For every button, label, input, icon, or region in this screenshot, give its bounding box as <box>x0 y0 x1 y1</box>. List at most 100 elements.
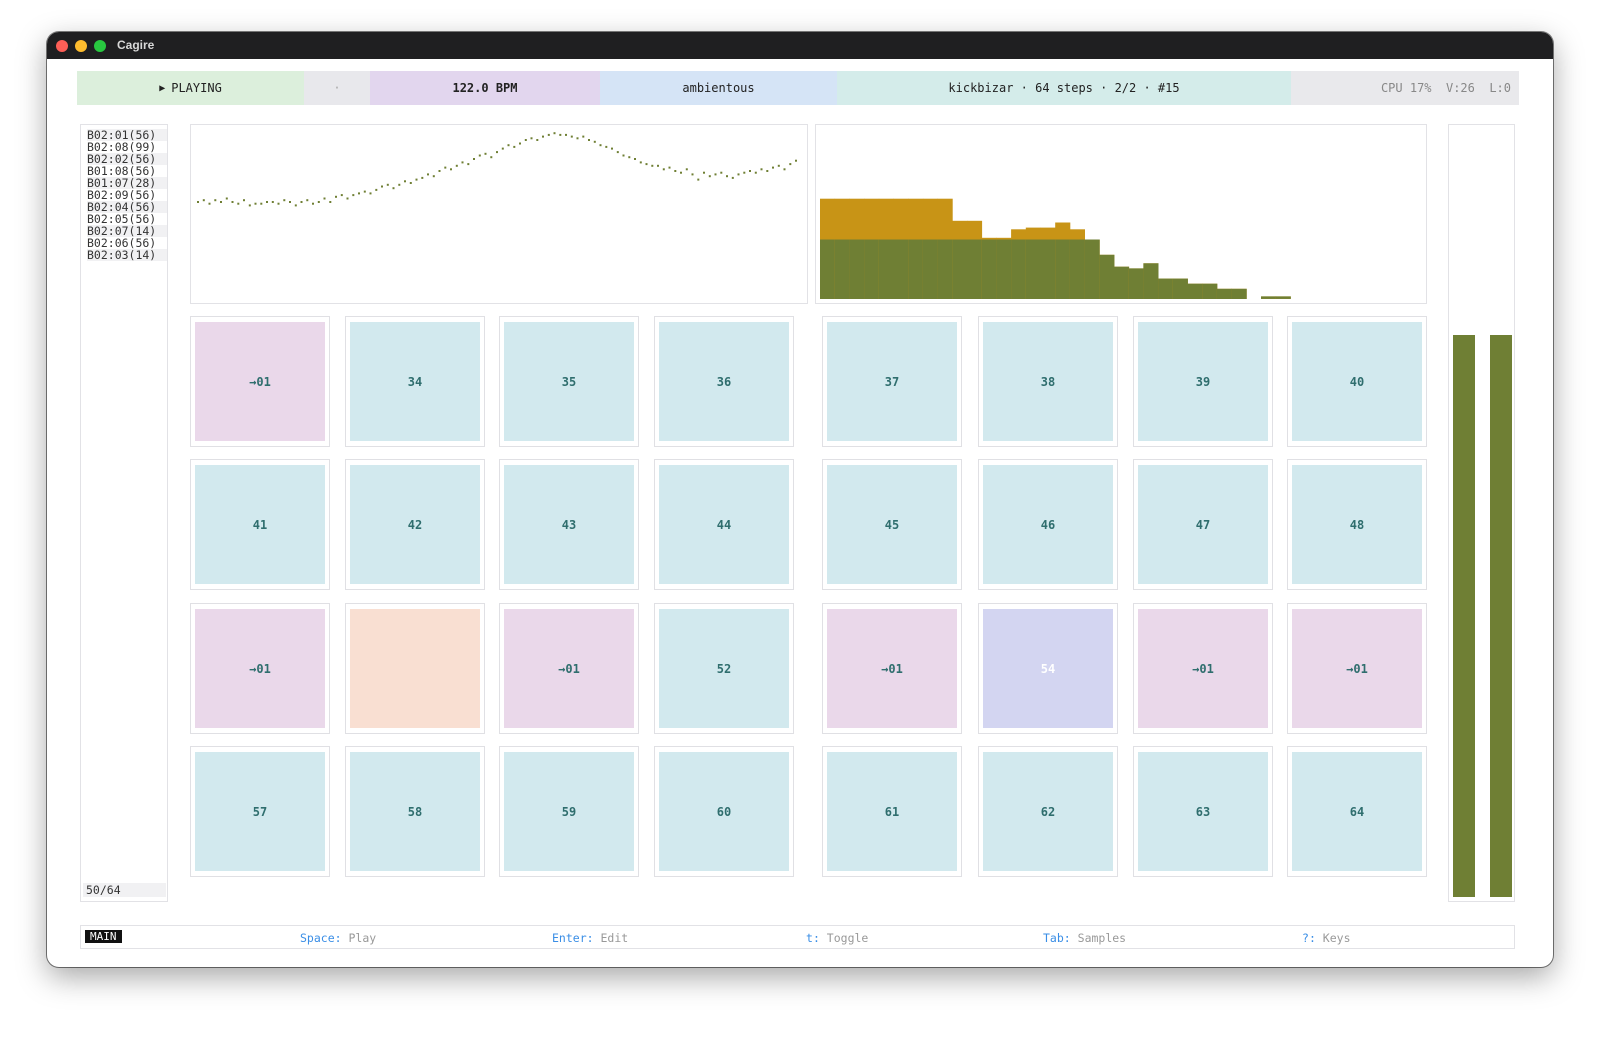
scope-point <box>289 201 291 203</box>
step-label: 44 <box>659 465 789 584</box>
step-cell[interactable]: 59 <box>499 746 639 877</box>
step-cell[interactable]: 61 <box>822 746 962 877</box>
step-label: 41 <box>195 465 325 584</box>
scope-point <box>536 139 539 141</box>
step-label: 54 <box>983 609 1113 728</box>
step-cell[interactable]: 39 <box>1133 316 1273 447</box>
transport-status-label: PLAYING <box>171 81 222 95</box>
spectrum-rms-bar <box>1114 266 1130 299</box>
step-cell[interactable]: 35 <box>499 316 639 447</box>
queue-item: B02:01(56) <box>87 129 167 141</box>
step-cell[interactable]: →01 <box>190 316 330 447</box>
scope-point <box>340 194 343 197</box>
scope-point <box>524 139 527 141</box>
project-name: ambientous <box>600 71 837 105</box>
step-label: 63 <box>1138 752 1268 871</box>
step-cell[interactable]: →01 <box>190 603 330 734</box>
step-cell[interactable]: 45 <box>822 459 962 590</box>
step-cell[interactable]: 41 <box>190 459 330 590</box>
scope-point <box>708 175 711 178</box>
step-cell[interactable]: 43 <box>499 459 639 590</box>
spectrum-rms-bar <box>952 239 968 299</box>
transport-status[interactable]: ▶ PLAYING <box>77 71 304 105</box>
scope-point <box>789 163 792 166</box>
scope-point <box>772 166 774 169</box>
step-cell[interactable]: 46 <box>978 459 1118 590</box>
scope-point <box>271 201 274 203</box>
scope-point <box>760 168 763 171</box>
scope-point <box>490 156 493 159</box>
spectrum-rms-bar <box>908 239 924 299</box>
step-cell[interactable]: 52 <box>654 603 794 734</box>
scope-point <box>237 202 240 205</box>
step-cell[interactable]: →01 <box>822 603 962 734</box>
scope-point <box>421 176 424 179</box>
scope-point <box>323 197 326 200</box>
close-button[interactable] <box>56 40 68 52</box>
scope-point <box>312 202 314 205</box>
step-cell[interactable]: 36 <box>654 316 794 447</box>
step-cell[interactable]: →01 <box>1133 603 1273 734</box>
scope-point <box>220 201 222 203</box>
step-label: 37 <box>827 322 957 441</box>
hint-desc: Play <box>348 931 377 945</box>
step-cell[interactable]: 40 <box>1287 316 1427 447</box>
scope-point <box>588 139 590 141</box>
step-cell[interactable]: →01 <box>499 603 639 734</box>
hint-desc: Samples <box>1077 931 1127 945</box>
scope-point <box>438 170 441 172</box>
step-cell[interactable]: 44 <box>654 459 794 590</box>
window-title: Cagire <box>117 38 155 52</box>
scope-point <box>317 201 320 203</box>
scope-point <box>628 156 631 159</box>
scope-point <box>277 202 280 205</box>
scope-point <box>697 178 700 181</box>
step-cell[interactable]: 64 <box>1287 746 1427 877</box>
hint-key: ? <box>1302 931 1309 945</box>
scope-point <box>565 133 567 136</box>
minimize-button[interactable] <box>75 40 87 52</box>
scope-point <box>381 185 383 188</box>
step-cell[interactable]: 57 <box>190 746 330 877</box>
scope-point <box>254 202 257 205</box>
zoom-button[interactable] <box>94 40 106 52</box>
scope-point <box>519 142 521 145</box>
step-cell[interactable]: 47 <box>1133 459 1273 590</box>
scope-point <box>714 173 717 176</box>
scope-point <box>248 204 251 207</box>
step-label: 39 <box>1138 322 1268 441</box>
step-cell[interactable]: →01 <box>1287 603 1427 734</box>
step-label: 57 <box>195 752 325 871</box>
step-label: →01 <box>1138 609 1268 728</box>
step-cell[interactable] <box>345 603 485 734</box>
scope-point <box>501 147 504 150</box>
spectrum-analyzer <box>820 198 1291 299</box>
step-cell[interactable]: 62 <box>978 746 1118 877</box>
step-cell[interactable]: 63 <box>1133 746 1273 877</box>
step-label: 45 <box>827 465 957 584</box>
spectrum-rms-bar <box>1143 263 1159 299</box>
scope-point <box>225 197 228 200</box>
step-cell[interactable]: 34 <box>345 316 485 447</box>
step-cell[interactable]: 58 <box>345 746 485 877</box>
scope-point <box>737 173 740 176</box>
step-cell[interactable]: 48 <box>1287 459 1427 590</box>
spectrum-rms-bar <box>967 239 983 299</box>
step-cell[interactable]: 54 <box>978 603 1118 734</box>
hint-desc: Edit <box>600 931 629 945</box>
bpm-display[interactable]: 122.0 BPM <box>370 71 600 105</box>
scope-point <box>473 158 475 160</box>
mode-badge: MAIN <box>85 930 122 943</box>
scope-panel <box>190 124 808 304</box>
step-cell[interactable]: 37 <box>822 316 962 447</box>
scope-point <box>294 204 297 207</box>
step-cell[interactable]: 38 <box>978 316 1118 447</box>
step-label: 64 <box>1292 752 1422 871</box>
scope-point <box>369 192 372 195</box>
step-cell[interactable]: 60 <box>654 746 794 877</box>
spectrum-rms-bar <box>981 239 997 299</box>
spectrum-rms-bar <box>1172 278 1188 299</box>
step-cell[interactable]: 42 <box>345 459 485 590</box>
scope-point <box>202 199 205 202</box>
scope-point <box>432 175 435 178</box>
